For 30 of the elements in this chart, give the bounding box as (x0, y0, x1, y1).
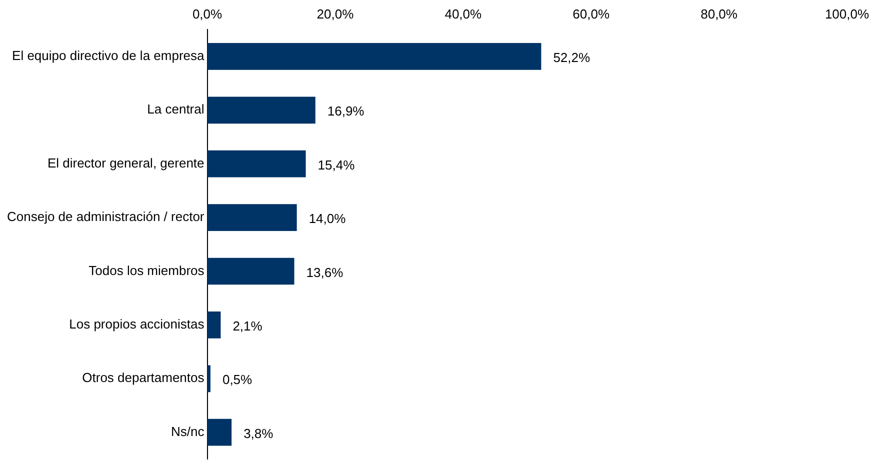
bar (207, 258, 294, 285)
y-tick-label: El director general, gerente (47, 155, 204, 170)
data-label: 13,6% (306, 264, 344, 280)
y-tick-label: Otros departamentos (82, 370, 205, 386)
data-label: 52,2% (553, 50, 591, 66)
data-label: 15,4% (318, 157, 356, 172)
bar (207, 365, 210, 392)
x-tick-label: 0,0% (192, 6, 223, 22)
bar (207, 96, 316, 124)
y-tick-label: Todos los miembros (88, 262, 205, 278)
bar (207, 43, 542, 70)
data-label: 14,0% (308, 211, 346, 226)
x-tick-label: 60,0% (572, 6, 610, 22)
data-label: 2,1% (232, 318, 263, 334)
bar (207, 204, 297, 231)
data-label: 0,5% (222, 372, 253, 388)
y-tick-label: La central (147, 102, 204, 117)
data-label: 16,9% (327, 104, 365, 119)
y-tick-label: Los propios accionistas (69, 316, 205, 332)
bar (207, 150, 306, 178)
bar (207, 312, 221, 338)
x-tick-label: 40,0% (444, 6, 482, 22)
data-label: 3,8% (244, 426, 274, 441)
x-tick-label: 20,0% (316, 6, 354, 22)
x-tick-label: 100,0% (824, 6, 870, 22)
y-tick-label: Ns/nc (171, 424, 205, 439)
bar (207, 418, 232, 446)
y-tick-label: Consejo de administración / rector (6, 209, 205, 224)
y-tick-label: El equipo directivo de la empresa (12, 48, 206, 64)
x-tick-label: 80,0% (700, 6, 738, 22)
